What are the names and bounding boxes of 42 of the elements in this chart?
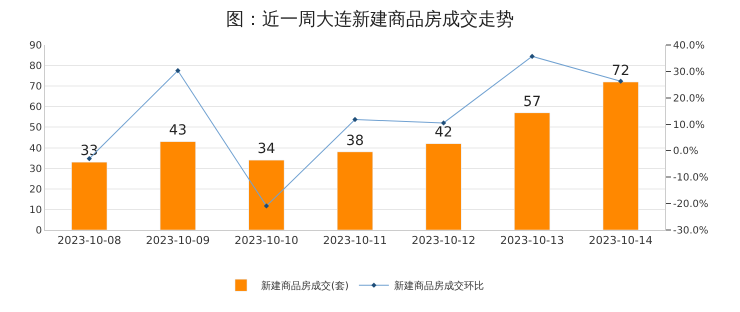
legend-label: 新建商品房成交(套) xyxy=(261,280,349,292)
x-tick-label: 2023-10-13 xyxy=(500,234,564,248)
data-label: 43 xyxy=(168,122,187,139)
bar xyxy=(160,141,196,230)
y-tick-label: 80 xyxy=(29,61,42,72)
x-tick-label: 2023-10-09 xyxy=(146,234,210,248)
x-tick-label: 2023-10-08 xyxy=(57,234,122,248)
y2-tick-label: -10.0% xyxy=(673,172,708,184)
bar xyxy=(602,82,639,230)
chart-title: 图：近一周大连新建商品房成交走势 xyxy=(226,9,514,30)
bar xyxy=(248,160,284,230)
y-tick-label: 0 xyxy=(36,226,42,236)
y-tick-label: 40 xyxy=(29,143,42,154)
bar xyxy=(426,143,462,230)
y-tick-label: 50 xyxy=(29,122,42,134)
y2-tick-label: 10.0% xyxy=(673,120,705,131)
data-label: 38 xyxy=(346,132,364,149)
y2-tick-label: 0.0% xyxy=(673,146,698,158)
data-label: 34 xyxy=(257,141,276,158)
y2-tick-label: -30.0% xyxy=(673,226,708,236)
y-tick-label: 20 xyxy=(29,184,42,196)
x-tick-label: 2023-10-11 xyxy=(323,234,387,248)
x-tick-label: 2023-10-12 xyxy=(412,234,476,248)
y2-tick-label: 20.0% xyxy=(673,93,705,104)
data-label: 42 xyxy=(434,124,452,141)
data-label: 72 xyxy=(612,63,630,79)
bar xyxy=(337,152,373,230)
data-label: 33 xyxy=(80,143,98,160)
y-tick-label: 10 xyxy=(29,204,42,216)
y2-tick-label: -20.0% xyxy=(673,199,708,210)
y-tick-label: 70 xyxy=(29,82,42,93)
y-tick-label: 90 xyxy=(29,40,42,52)
bar xyxy=(71,162,108,230)
data-label: 57 xyxy=(523,94,542,110)
legend-label: 新建商品房成交环比 xyxy=(394,280,484,292)
y-tick-label: 30 xyxy=(29,164,42,175)
y2-tick-label: 40.0% xyxy=(673,40,705,52)
x-tick-label: 2023-10-10 xyxy=(234,234,298,248)
x-tick-label: 2023-10-14 xyxy=(588,234,653,248)
bar xyxy=(514,112,550,230)
y-tick-label: 60 xyxy=(29,102,42,114)
y2-tick-label: 30.0% xyxy=(673,66,705,78)
